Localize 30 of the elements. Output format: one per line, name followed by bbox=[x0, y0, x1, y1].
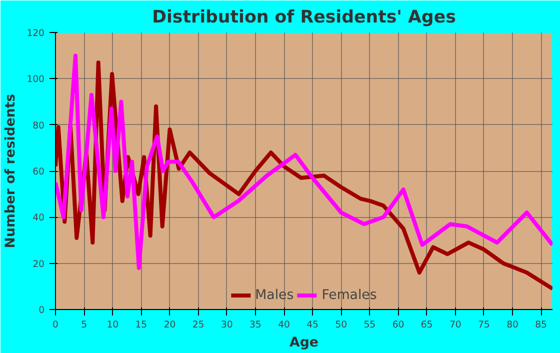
x-tick-label: 40 bbox=[278, 320, 290, 330]
x-tick-label: 80 bbox=[506, 320, 519, 330]
x-tick-label: 5 bbox=[81, 320, 88, 330]
x-tick-label: 25 bbox=[192, 320, 204, 330]
x-tick-label: 85 bbox=[535, 320, 548, 330]
y-tick-label: 120 bbox=[26, 28, 45, 39]
x-tick-label: 45 bbox=[306, 320, 319, 330]
x-tick-label: 70 bbox=[449, 320, 462, 330]
y-tick-label: 60 bbox=[32, 166, 45, 178]
x-tick-label: 20 bbox=[164, 320, 176, 330]
x-tick-label: 55 bbox=[364, 320, 376, 330]
x-tick-label: 15 bbox=[135, 320, 148, 330]
x-tick-label: 65 bbox=[420, 320, 433, 330]
y-tick-label: 0 bbox=[38, 305, 45, 316]
x-tick-label: 35 bbox=[250, 320, 262, 330]
y-tick-label: 40 bbox=[32, 212, 45, 224]
x-tick-label: 50 bbox=[335, 320, 348, 330]
y-axis-title: Number of residents bbox=[4, 94, 19, 248]
y-tick-label: 80 bbox=[32, 120, 45, 132]
x-tick-label: 75 bbox=[478, 320, 490, 330]
chart-title: Distribution of Residents' Ages bbox=[152, 8, 456, 28]
y-tick-label: 20 bbox=[32, 258, 45, 270]
legend-label: Males bbox=[255, 288, 294, 302]
x-tick-label: 10 bbox=[106, 320, 119, 330]
x-tick-label: 60 bbox=[392, 320, 404, 330]
legend-label: Females bbox=[322, 288, 377, 302]
x-axis-title: Age bbox=[290, 336, 318, 350]
y-tick-label: 100 bbox=[26, 74, 45, 86]
x-tick-label: 0 bbox=[52, 320, 59, 330]
x-tick-label: 30 bbox=[220, 320, 233, 330]
